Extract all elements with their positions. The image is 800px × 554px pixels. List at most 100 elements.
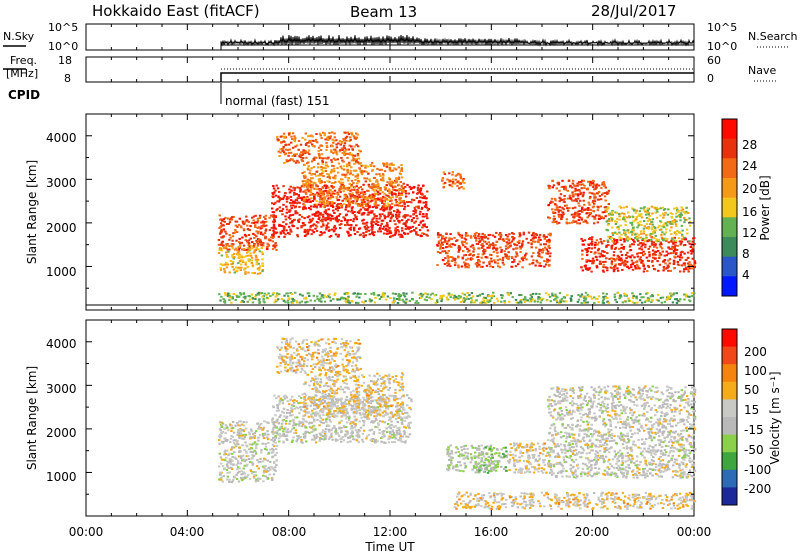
power-cell	[275, 294, 279, 297]
power-cell	[404, 185, 407, 188]
velocity-cell	[251, 451, 255, 454]
power-cell	[271, 247, 275, 250]
power-cell	[599, 252, 602, 255]
power-cell	[381, 191, 384, 194]
power-cell	[676, 255, 680, 258]
power-cell	[311, 145, 315, 147]
power-cell	[291, 213, 295, 216]
power-cell	[601, 250, 604, 253]
power-cell	[502, 263, 506, 266]
power-cell	[636, 267, 639, 270]
power-cell	[324, 170, 328, 172]
power-cell	[388, 231, 392, 234]
velocity-cell	[398, 426, 401, 429]
power-cell	[310, 177, 313, 180]
power-cell	[365, 228, 368, 231]
power-cell	[589, 183, 593, 186]
power-cell	[274, 189, 277, 192]
power-cell	[507, 246, 511, 249]
power-cell	[397, 233, 401, 236]
power-cell	[345, 213, 348, 216]
power-cell	[376, 191, 380, 193]
power-cell	[325, 149, 328, 151]
power-cell	[619, 295, 623, 298]
power-cell	[353, 214, 357, 217]
power-cell	[232, 293, 235, 295]
power-cell	[631, 223, 634, 226]
power-cell	[342, 297, 345, 300]
velocity-cell	[231, 427, 235, 430]
power-cell	[343, 144, 346, 147]
power-cell	[306, 178, 309, 181]
power-cell	[287, 298, 290, 301]
power-cell	[356, 145, 360, 148]
power-cell	[538, 264, 541, 267]
velocity-cell	[244, 477, 247, 480]
power-cell	[303, 170, 306, 173]
power-cell	[348, 152, 352, 154]
power-cell	[513, 260, 516, 263]
power-cell	[286, 232, 290, 234]
power-cell	[554, 293, 557, 296]
power-cell	[301, 172, 304, 174]
power-cell	[366, 199, 369, 202]
power-cell	[297, 194, 300, 197]
power-cell	[250, 245, 253, 247]
power-cell	[645, 227, 649, 230]
power-cell	[640, 296, 643, 299]
velocity-cell	[373, 420, 376, 423]
power-cell	[543, 237, 546, 240]
power-cell	[424, 197, 427, 200]
power-cell	[274, 215, 277, 218]
power-cell	[263, 292, 266, 295]
velocity-cell	[360, 416, 363, 419]
power-cell	[330, 182, 334, 185]
power-cell	[363, 225, 366, 228]
power-cell	[348, 144, 351, 147]
power-cell	[368, 178, 371, 181]
power-cell	[248, 260, 251, 263]
power-cell	[405, 214, 409, 217]
power-cell	[292, 300, 295, 303]
power-cell	[630, 222, 634, 224]
power-cell	[531, 298, 534, 301]
power-cell	[337, 233, 340, 236]
power-cell	[293, 138, 296, 141]
velocity-cell	[240, 423, 244, 426]
power-cell	[445, 242, 449, 245]
velocity-cell	[230, 459, 233, 462]
velocity-cell	[262, 435, 265, 437]
power-cell	[614, 298, 617, 301]
power-cell	[519, 250, 522, 253]
power-cell	[318, 234, 322, 237]
velocity-cell	[372, 432, 375, 435]
power-cell	[252, 251, 256, 254]
power-cell	[458, 187, 461, 190]
power-cell	[397, 183, 401, 186]
power-cell	[265, 293, 268, 296]
power-cell	[642, 232, 645, 235]
power-cell	[538, 255, 541, 258]
power-cell	[627, 299, 631, 302]
power-cell	[349, 218, 352, 221]
power-cell	[290, 141, 293, 144]
power-cell	[403, 208, 406, 211]
power-cell	[256, 244, 260, 247]
power-cell	[587, 214, 591, 217]
power-cell	[231, 295, 234, 298]
power-cell	[402, 222, 405, 225]
power-cell	[318, 180, 321, 183]
power-cell	[593, 202, 596, 205]
power-cell	[447, 259, 450, 262]
power-cell	[301, 224, 305, 227]
power-cell	[557, 209, 560, 212]
power-cell	[357, 180, 360, 182]
power-cell	[558, 221, 561, 224]
power-cell	[304, 138, 307, 141]
power-cell	[247, 239, 251, 242]
power-cell	[420, 234, 423, 237]
power-cell	[224, 216, 227, 219]
velocity-scatter-group	[217, 337, 697, 511]
power-cell	[319, 134, 322, 137]
velocity-cell	[299, 406, 302, 409]
